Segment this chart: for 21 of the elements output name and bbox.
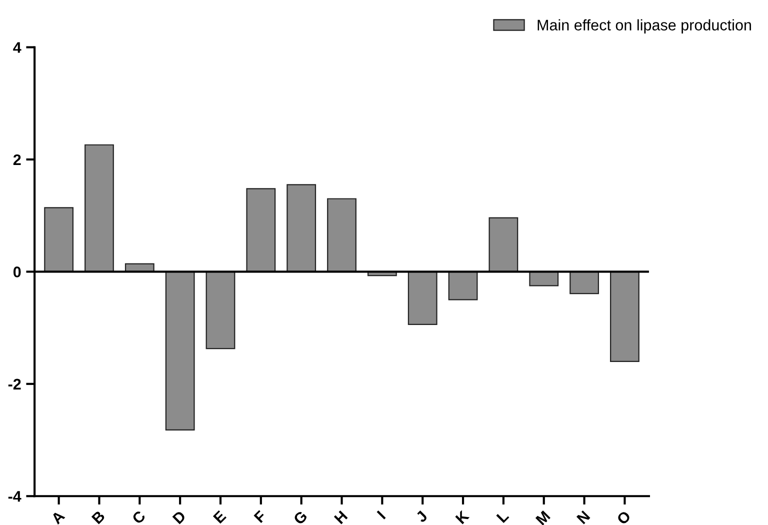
x-tick-label: O (616, 510, 632, 525)
x-tick-label: N (576, 510, 590, 524)
x-tick-label: L (496, 510, 510, 524)
y-tick-label: -2 (8, 378, 21, 390)
y-tick-label: 4 (13, 42, 22, 53)
x-tick-label: G (292, 510, 308, 525)
x-tick-label: J (415, 510, 428, 524)
y-tick-label: 2 (13, 154, 21, 166)
x-tick-label: M (535, 510, 550, 525)
x-tick-label: F (254, 510, 267, 524)
x-tick-label: C (131, 510, 146, 525)
y-tick-label: -4 (8, 491, 22, 502)
x-tick-label: D (172, 510, 186, 524)
x-tick-label: H (334, 510, 348, 524)
x-tick-label: K (455, 510, 470, 524)
x-tick-label: I (376, 510, 386, 520)
x-tick-label: E (212, 510, 226, 524)
x-tick-label: A (50, 510, 66, 525)
y-tick-label: 0 (13, 266, 21, 278)
x-tick-label: B (91, 510, 106, 524)
legend-label: Main effect on lipase production (538, 19, 751, 34)
